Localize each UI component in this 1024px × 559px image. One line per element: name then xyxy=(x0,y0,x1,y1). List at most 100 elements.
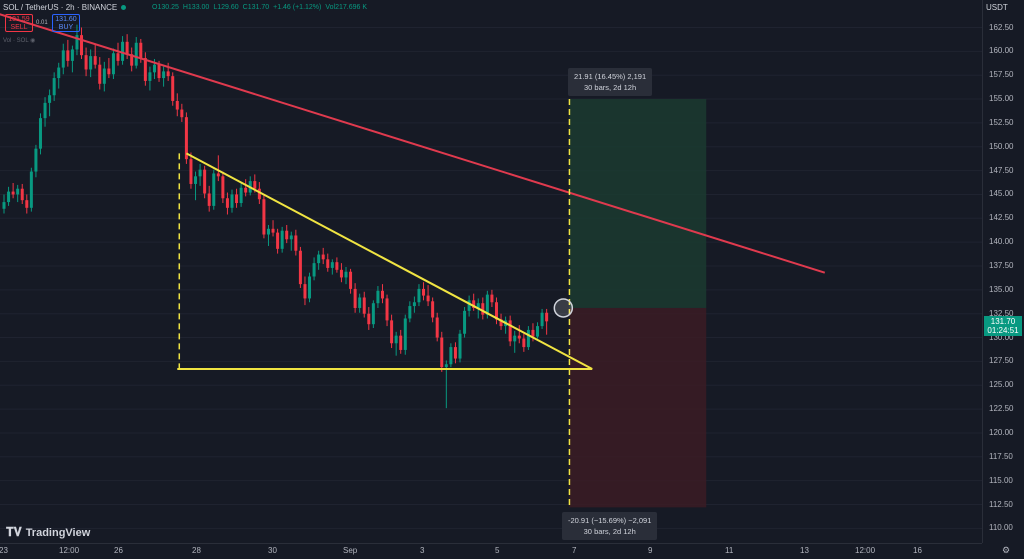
sell-label: SELL xyxy=(10,24,28,31)
candle-body xyxy=(244,187,248,193)
candle-body xyxy=(130,54,134,66)
time-tick-label: 30 xyxy=(268,546,277,555)
candle-body xyxy=(143,58,147,81)
candle-body xyxy=(481,303,485,315)
time-tick-label: 23 xyxy=(0,546,8,555)
price-tick-label: 160.00 xyxy=(989,46,1014,56)
candle-body xyxy=(166,71,170,77)
ohlc-change: +1.46 (+1.12%) xyxy=(273,4,322,11)
candle-body xyxy=(440,337,444,368)
price-tick-label: 120.00 xyxy=(989,427,1014,437)
candle-body xyxy=(121,41,125,61)
candle-body xyxy=(11,191,15,195)
chart-area[interactable] xyxy=(0,0,982,543)
candle-body xyxy=(494,302,498,320)
time-tick-label: 13 xyxy=(800,546,809,555)
candle-body xyxy=(294,235,298,251)
symbol-title[interactable]: SOL / TetherUS · 2h · BINANCE xyxy=(3,3,118,12)
price-chart[interactable] xyxy=(0,0,982,543)
time-axis[interactable]: 23 12:00 26 28 30 Sep 3 5 7 9 11 13 12:00 16 xyxy=(0,543,982,559)
time-tick-label: 28 xyxy=(192,546,201,555)
candle-body xyxy=(221,176,225,199)
candle-body xyxy=(376,290,380,304)
price-tick-label: 110.00 xyxy=(989,523,1013,533)
candle-body xyxy=(426,295,430,302)
ohlc-volume: Vol217.696 K xyxy=(325,4,368,11)
settings-gear-icon[interactable]: ⚙ xyxy=(1002,545,1011,555)
price-tick-label: 155.00 xyxy=(989,94,1014,104)
time-tick-label: Sep xyxy=(343,546,358,555)
candle-body xyxy=(358,297,362,308)
price-tick-label: 135.00 xyxy=(989,284,1014,294)
candle-body xyxy=(266,228,270,235)
ohlc-close: C131.70 xyxy=(242,4,270,11)
candle-body xyxy=(198,169,202,177)
candle-body xyxy=(276,232,280,249)
candle-body xyxy=(394,335,398,344)
candle-body xyxy=(435,317,439,338)
candle-body xyxy=(303,284,307,299)
candle-body xyxy=(339,269,343,278)
candle-body xyxy=(444,364,448,368)
candle-body xyxy=(189,159,193,184)
price-tick-label: 132.50 xyxy=(989,308,1014,318)
volume-indicator-label[interactable]: Vol · SOL ◉ xyxy=(3,37,35,44)
candle-body xyxy=(458,333,462,359)
sell-price: 131.59 xyxy=(8,16,30,23)
candle-body xyxy=(517,335,521,339)
candle-body xyxy=(216,173,220,177)
axis-corner xyxy=(982,543,1024,558)
candle-body xyxy=(2,202,6,209)
candle-body xyxy=(431,301,435,318)
candle-body xyxy=(280,230,284,249)
candle-body xyxy=(98,64,102,84)
candle-body xyxy=(162,71,166,79)
candle-body xyxy=(308,276,312,299)
candle-body xyxy=(531,329,535,337)
candle-body xyxy=(385,298,389,321)
candle-body xyxy=(449,347,453,365)
candle-body xyxy=(289,235,293,240)
price-tick-label: 140.00 xyxy=(989,237,1014,247)
measure-lower-line1: -20.91 (−15.69%) −2,091 xyxy=(568,516,652,525)
candle-body xyxy=(467,300,471,311)
sell-button[interactable]: 131.59 SELL xyxy=(5,14,33,32)
time-tick-label: 3 xyxy=(420,546,425,555)
candle-body xyxy=(485,294,489,315)
price-axis[interactable]: 162.50 160.00 157.50 155.00 152.50 150.00 147.… xyxy=(982,0,1024,543)
ohlc-low: L129.60 xyxy=(213,4,239,11)
candle-body xyxy=(34,148,38,172)
price-tick-label: 142.50 xyxy=(989,213,1014,223)
candle-body xyxy=(7,191,11,203)
candle-body xyxy=(212,173,216,206)
candle-body xyxy=(134,42,138,66)
candle-body xyxy=(102,68,106,84)
candle-body xyxy=(194,176,198,184)
candle-body xyxy=(380,290,384,299)
candle-body xyxy=(321,254,325,260)
currency-label[interactable]: USDT xyxy=(986,3,1008,12)
candle-body xyxy=(526,329,530,348)
candle-body xyxy=(403,318,407,350)
candle-body xyxy=(20,188,24,201)
buy-button[interactable]: 131.60 BUY xyxy=(52,14,80,32)
candle-body xyxy=(107,68,111,75)
time-tick-label: 16 xyxy=(913,546,922,555)
price-tick-label: 115.00 xyxy=(989,475,1013,485)
candle-body xyxy=(522,338,526,348)
candle-body xyxy=(89,56,93,70)
eye-icon[interactable]: ◉ xyxy=(30,38,36,44)
candle-body xyxy=(235,194,239,204)
buy-label: BUY xyxy=(58,24,74,31)
candle-body xyxy=(271,228,275,233)
candle-body xyxy=(230,194,234,208)
tradingview-logo-icon: 𝐓𝐕 xyxy=(6,525,22,539)
candle-body xyxy=(29,171,33,208)
candle-body xyxy=(175,100,179,110)
time-tick-label: 5 xyxy=(495,546,500,555)
price-tick-label: 125.00 xyxy=(989,380,1014,390)
current-price: 131.70 xyxy=(990,317,1016,326)
candle-body xyxy=(139,42,143,59)
buy-price: 131.60 xyxy=(55,16,77,23)
price-tick-label: 147.50 xyxy=(989,165,1014,175)
